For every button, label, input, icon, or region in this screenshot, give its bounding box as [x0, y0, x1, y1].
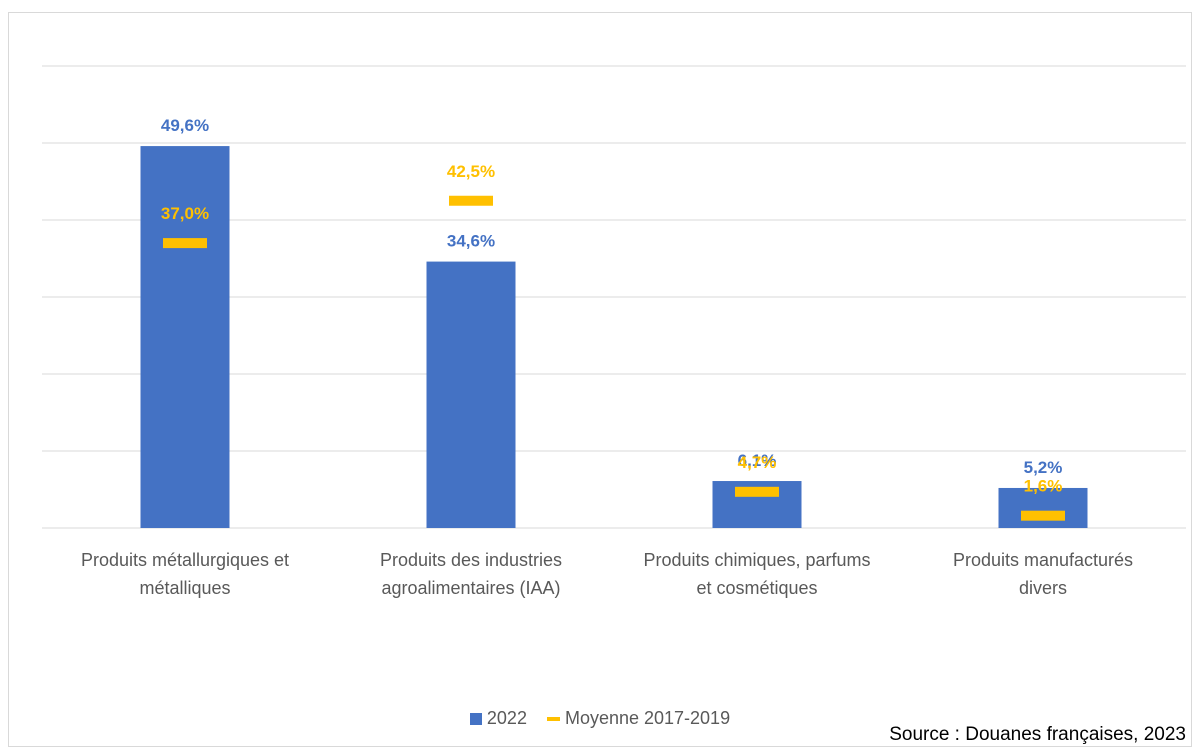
legend-label-moyenne: Moyenne 2017-2019 — [564, 708, 731, 728]
category-label: métalliques — [139, 578, 230, 598]
bar-label-2022: 5,2% — [1024, 458, 1063, 477]
legend-item-moyenne: Moyenne 2017-2019 — [546, 708, 731, 729]
category-label: et cosmétiques — [696, 578, 817, 598]
marker-moyenne — [1021, 510, 1065, 521]
marker-label-moyenne: 1,6% — [1024, 477, 1063, 496]
chart-frame — [8, 12, 1192, 747]
marker-moyenne — [163, 238, 207, 249]
chart-plot: 49,6% 37,0% Produits métallurgiques et méta… — [42, 65, 1186, 598]
marker-label-moyenne: 42,5% — [447, 162, 495, 181]
chart-legend: 2022 Moyenne 2017-2019 — [0, 708, 1200, 729]
category-label: Produits chimiques, parfums — [643, 550, 870, 570]
bar-label-2022: 49,6% — [161, 116, 209, 135]
bar-2022 — [140, 146, 230, 528]
marker-moyenne — [735, 486, 779, 497]
legend-swatch-bar — [469, 712, 482, 725]
category-label: divers — [1019, 578, 1067, 598]
legend-swatch-marker — [546, 716, 560, 721]
legend-item-2022: 2022 — [469, 708, 527, 729]
bar-2022 — [998, 487, 1088, 528]
category-label: Produits métallurgiques et — [81, 550, 289, 570]
marker-label-moyenne: 37,0% — [161, 204, 209, 223]
legend-label-2022: 2022 — [486, 708, 527, 728]
bar-label-2022: 34,6% — [447, 232, 495, 251]
category-label: Produits manufacturés — [953, 550, 1133, 570]
category-label: Produits des industries — [380, 550, 562, 570]
marker-moyenne — [449, 195, 493, 206]
bar-2022 — [426, 261, 516, 528]
source-note: Source : Douanes françaises, 2023 — [889, 724, 1186, 745]
marker-label-moyenne: 4,7% — [738, 453, 777, 472]
category-label: agroalimentaires (IAA) — [381, 578, 560, 598]
bar-label-2022: 6,1% — [738, 451, 777, 470]
